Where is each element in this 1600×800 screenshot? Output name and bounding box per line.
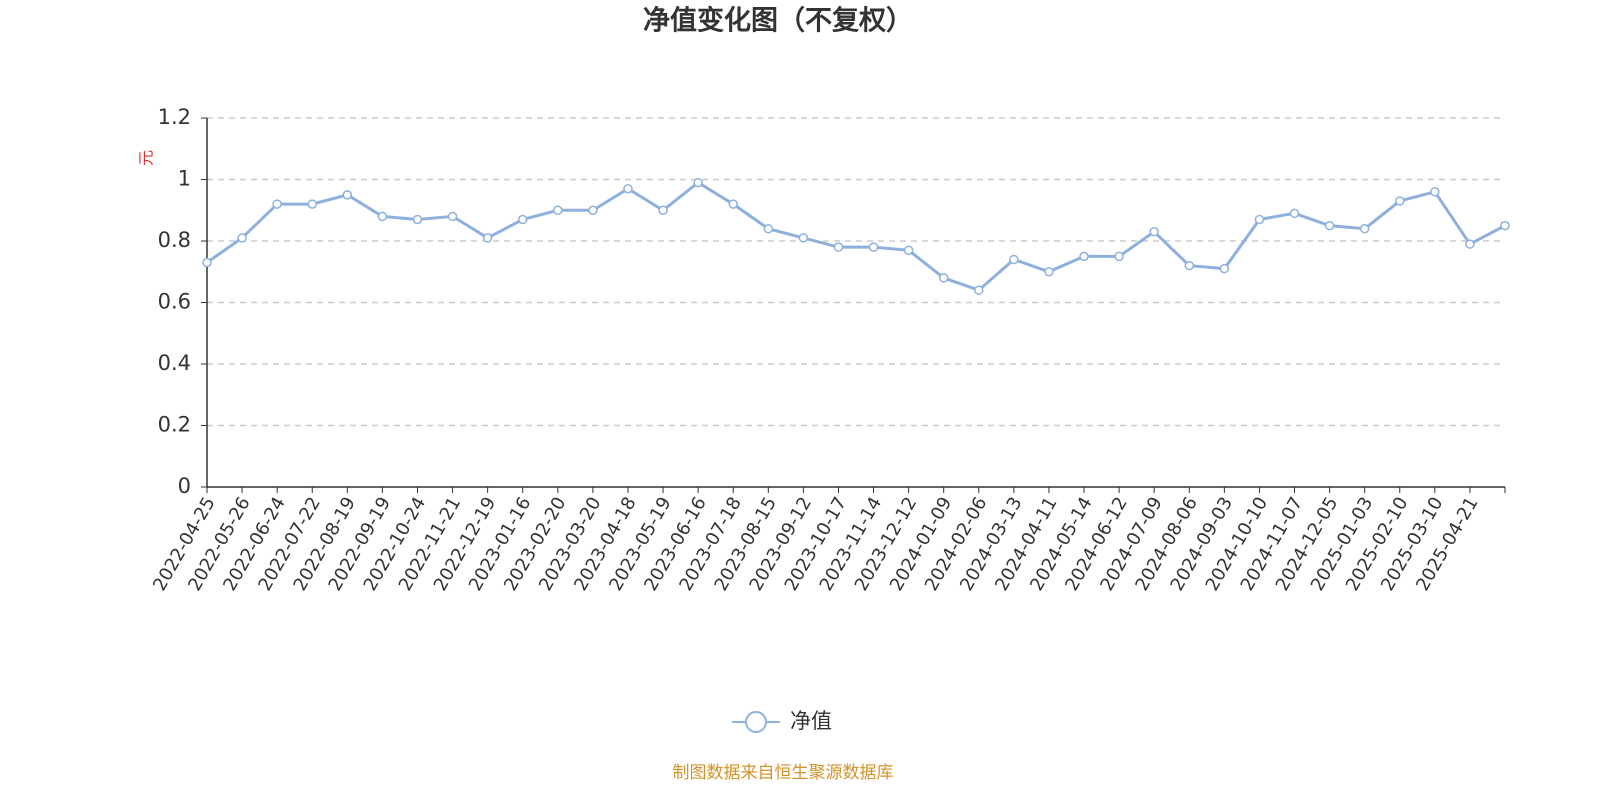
point-marker	[1324, 220, 1335, 231]
point-marker	[903, 245, 914, 255]
point-marker	[1465, 239, 1475, 249]
point-marker	[833, 242, 844, 252]
point-marker	[412, 214, 423, 225]
y-tick-label: 0.8	[158, 228, 191, 252]
point-marker	[1254, 214, 1265, 225]
point-marker	[342, 190, 353, 200]
y-tick-label: 0.2	[158, 413, 191, 437]
source-note: 制图数据来自恒生聚源数据库	[673, 763, 894, 783]
point-marker	[1184, 260, 1195, 271]
point-marker	[377, 211, 388, 222]
point-marker	[1044, 267, 1054, 277]
point-marker	[693, 177, 703, 188]
y-tick-label: 0	[178, 474, 191, 498]
point-marker	[1395, 196, 1405, 206]
point-marker	[728, 199, 738, 209]
y-tick-label: 1	[178, 167, 191, 191]
point-marker	[868, 242, 879, 252]
point-marker	[237, 233, 247, 243]
point-marker	[553, 205, 563, 215]
point-marker	[482, 233, 493, 243]
legend-marker	[745, 711, 767, 733]
point-marker	[307, 199, 317, 209]
point-marker	[588, 205, 598, 215]
point-marker	[1219, 263, 1230, 274]
point-marker	[447, 211, 458, 222]
point-marker	[202, 257, 212, 268]
chart-title: 净值变化图（不复权）	[643, 5, 913, 37]
point-marker	[938, 273, 949, 283]
point-marker	[1500, 220, 1510, 231]
point-marker	[1079, 251, 1089, 262]
legend-label: 净值	[790, 709, 832, 733]
y-tick-label: 0.4	[158, 351, 191, 375]
point-marker	[1009, 254, 1019, 265]
point-marker	[798, 233, 809, 243]
point-marker	[517, 214, 528, 225]
point-marker	[272, 199, 282, 209]
point-marker	[623, 183, 633, 194]
point-marker	[1359, 223, 1370, 234]
point-marker	[974, 285, 984, 295]
point-marker	[763, 223, 774, 234]
series-line	[206, 180, 1506, 292]
y-tick-label: 1.2	[158, 105, 191, 129]
point-marker	[1289, 208, 1300, 219]
point-marker	[658, 205, 668, 215]
point-marker	[1114, 251, 1124, 262]
point-marker	[1430, 187, 1440, 197]
point-marker	[1149, 227, 1159, 237]
y-tick-label: 0.6	[158, 290, 191, 314]
y-axis-label: 元	[137, 150, 156, 166]
